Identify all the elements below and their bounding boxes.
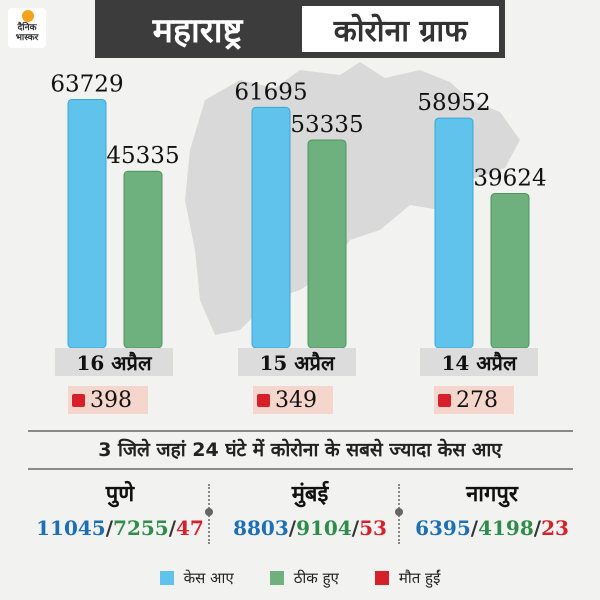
district-separator xyxy=(395,484,403,544)
bar-value-label: 58952 xyxy=(417,90,490,116)
bar-recovered xyxy=(123,170,163,349)
separator: / xyxy=(168,516,177,540)
legend: केस आए ठीक हुए मौत हुईं xyxy=(0,566,600,590)
separator: / xyxy=(288,516,297,540)
bar-cases xyxy=(434,117,474,349)
district-name: मुंबई xyxy=(291,482,329,507)
legend-swatch-cases xyxy=(159,571,174,585)
bar-value-label: 63729 xyxy=(50,71,123,97)
district-stats: 6395/4198/23 xyxy=(392,510,592,546)
bar-cases xyxy=(251,106,291,349)
district-mumbai: मुंबई 8803/9104/53 xyxy=(210,480,410,546)
date-label-2: 15 अप्रैल xyxy=(238,348,356,376)
divider-bottom xyxy=(28,468,573,470)
bar-cases xyxy=(67,98,107,349)
legend-label: ठीक हुए xyxy=(293,569,339,587)
separator-dot xyxy=(205,508,213,516)
district-pune: पुणे 11045/7255/47 xyxy=(20,480,220,546)
district-recovered: 4198 xyxy=(478,516,534,540)
divider-top xyxy=(28,430,573,432)
separator: / xyxy=(533,516,542,540)
death-marker-icon xyxy=(72,393,85,407)
district-cases: 11045 xyxy=(36,516,106,540)
separator: / xyxy=(470,516,479,540)
date-label-3: 14 अप्रैल xyxy=(420,348,538,376)
separator-dot xyxy=(395,508,403,516)
bar-recovered xyxy=(490,192,530,349)
district-recovered: 7255 xyxy=(113,516,169,540)
legend-swatch-recovered xyxy=(269,571,284,585)
date-label-1: 16 अप्रैल xyxy=(55,348,173,376)
legend-swatch-deaths xyxy=(374,571,389,585)
bar-value-label: 53335 xyxy=(290,112,363,138)
sun-icon xyxy=(22,10,34,22)
separator: / xyxy=(351,516,360,540)
district-deaths: 23 xyxy=(541,516,569,540)
legend-label: केस आए xyxy=(183,569,234,587)
district-stats: 11045/7255/47 xyxy=(20,510,220,546)
deaths-value: 398 xyxy=(90,387,132,413)
deaths-value: 349 xyxy=(275,387,317,413)
district-recovered: 9104 xyxy=(296,516,352,540)
deaths-box-3: 278 xyxy=(434,386,514,414)
district-cases: 8803 xyxy=(233,516,289,540)
deaths-box-1: 398 xyxy=(68,386,148,414)
districts-subtitle: 3 जिले जहां 24 घंटे में कोरोना के सबसे ज… xyxy=(98,439,502,461)
title-banner: महाराष्ट्र कोरोना ग्राफ xyxy=(95,0,505,58)
dainik-bhaskar-logo: दैनिक भास्कर xyxy=(8,8,46,48)
district-cases: 6395 xyxy=(415,516,471,540)
bar-value-label: 45335 xyxy=(106,143,179,169)
separator: / xyxy=(105,516,114,540)
legend-item-deaths: मौत हुईं xyxy=(374,568,441,588)
district-separator xyxy=(205,484,213,544)
bar-recovered xyxy=(307,139,347,349)
death-marker-icon xyxy=(257,393,270,407)
legend-label: मौत हुईं xyxy=(398,569,441,587)
bar-value-label: 61695 xyxy=(234,79,307,105)
legend-item-recovered: ठीक हुए xyxy=(269,568,339,588)
graph-title: कोरोना ग्राफ xyxy=(302,6,499,52)
district-stats: 8803/9104/53 xyxy=(210,510,410,546)
death-marker-icon xyxy=(438,393,451,407)
deaths-value: 278 xyxy=(456,387,498,413)
district-deaths: 53 xyxy=(359,516,387,540)
logo-text: दैनिक भास्कर xyxy=(15,23,39,43)
district-name: पुणे xyxy=(105,482,135,507)
legend-item-cases: केस आए xyxy=(159,568,234,588)
district-deaths: 47 xyxy=(176,516,204,540)
district-name: नागपुर xyxy=(466,482,518,507)
deaths-box-2: 349 xyxy=(253,386,333,414)
bar-value-label: 39624 xyxy=(473,165,546,191)
state-title: महाराष्ट्र xyxy=(152,11,243,51)
district-nagpur: नागपुर 6395/4198/23 xyxy=(392,480,592,546)
